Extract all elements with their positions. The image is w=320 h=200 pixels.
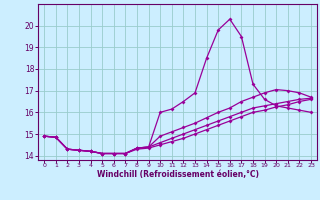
X-axis label: Windchill (Refroidissement éolien,°C): Windchill (Refroidissement éolien,°C) xyxy=(97,170,259,179)
